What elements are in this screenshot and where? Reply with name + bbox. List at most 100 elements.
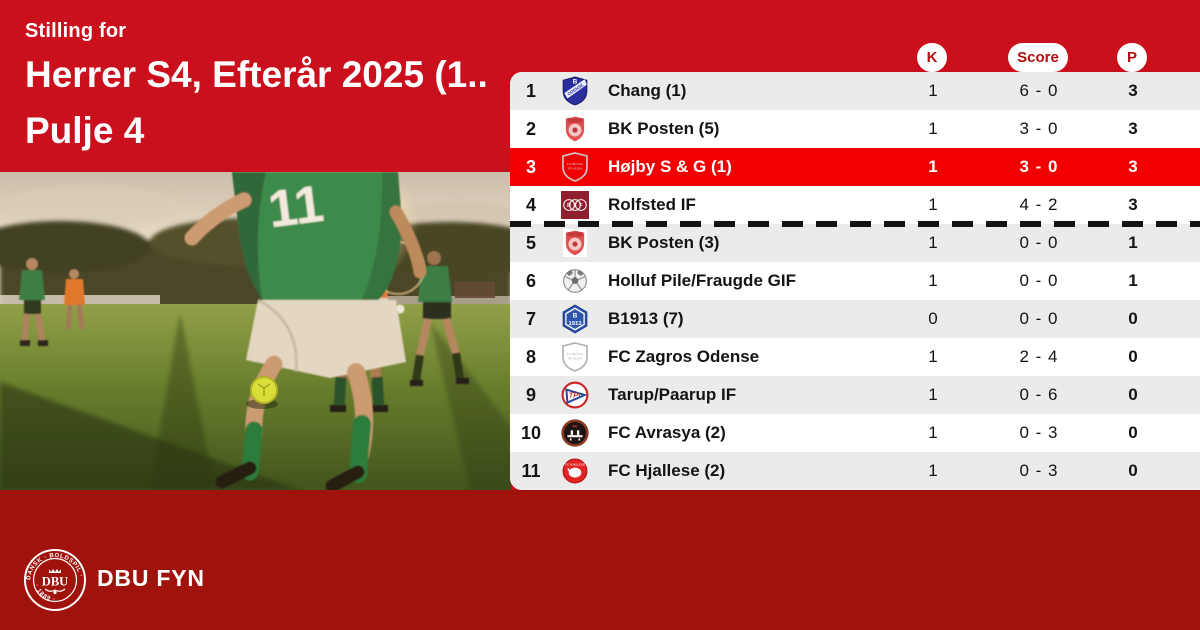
promotion-divider-dashed-line [510, 221, 1200, 227]
table-row: 8 KLUBLOGO PÅ VEJEN FC Zagros Odense 1 2 … [510, 338, 1200, 376]
team-name: BK Posten (5) [608, 119, 720, 138]
table-row: 10 FC FC Avrasya (2) 1 0 - 3 0 [510, 414, 1200, 452]
matches-played: 1 [928, 385, 938, 404]
svg-text:FC HJALLESE: FC HJALLESE [565, 463, 585, 467]
svg-text:F: F [579, 203, 583, 209]
position: 8 [525, 346, 536, 367]
points: 0 [1128, 309, 1138, 328]
footer-band [0, 490, 1200, 630]
matches-played: 0 [928, 309, 938, 328]
svg-text:TPI: TPI [569, 391, 582, 400]
score: 0 - 0 [1019, 309, 1059, 328]
position: 2 [525, 118, 536, 139]
jersey-number: 11 [265, 175, 327, 239]
table-row: 5 BK Posten (3) 1 0 - 0 1 [510, 224, 1200, 262]
score: 3 - 0 [1019, 119, 1059, 138]
team-logo-bk-posten [552, 224, 598, 262]
column-header-score: Score [1008, 43, 1068, 72]
score: 3 - 0 [1019, 157, 1059, 176]
score: 6 - 0 [1019, 81, 1059, 100]
score: 4 - 2 [1019, 195, 1059, 214]
score: 0 - 0 [1019, 233, 1059, 252]
points: 1 [1128, 233, 1138, 252]
points: 1 [1128, 271, 1138, 290]
svg-text:FC: FC [573, 425, 578, 429]
score: 0 - 3 [1019, 423, 1059, 442]
matches-played: 1 [928, 423, 938, 442]
team-logo-fc-avrasya: FC [552, 414, 598, 452]
position: 10 [520, 422, 542, 443]
svg-text:KLUBLOGO: KLUBLOGO [567, 352, 584, 356]
svg-text:PÅ VEJEN: PÅ VEJEN [568, 356, 583, 361]
table-row: 7 B 1913 B1913 (7) 0 0 - 0 0 [510, 300, 1200, 338]
team-logo-bk-posten [552, 110, 598, 148]
standings-table: 1 ODENSE B Chang (1) 1 6 - 0 3 2 BK Poste… [510, 72, 1200, 490]
column-header-p: P [1117, 43, 1147, 72]
team-logo-placeholder-hojby: KLUBLOGO PÅ VEJEN [552, 148, 598, 186]
table-row: 6 Holluf Pile/Fraugde GIF 1 0 - 0 1 [510, 262, 1200, 300]
header: Stilling for Herrer S4, Efterår 2025 (1.… [25, 20, 495, 155]
column-header-k: K [917, 43, 947, 72]
table-row: 2 BK Posten (5) 1 3 - 0 3 [510, 110, 1200, 148]
page-title-line2: Pulje 4 [25, 110, 145, 151]
team-name: Højby S & G (1) [608, 157, 732, 176]
table-row: 11 FC HJALLESE FC Hjallese (2) 1 0 - 3 0 [510, 452, 1200, 490]
eyebrow-label: Stilling for [25, 20, 127, 42]
points: 3 [1128, 157, 1138, 176]
team-name: B1913 (7) [608, 309, 684, 328]
svg-text:B: B [573, 79, 578, 86]
score: 2 - 4 [1019, 347, 1059, 366]
matches-played: 1 [928, 81, 938, 100]
matches-played: 1 [928, 119, 938, 138]
table-row: 1 ODENSE B Chang (1) 1 6 - 0 3 [510, 72, 1200, 110]
team-logo-tarup-paarup: TPI [552, 376, 598, 414]
svg-text:PÅ VEJEN: PÅ VEJEN [568, 166, 583, 171]
match-photo-illustration: 11 [0, 172, 511, 490]
team-name: FC Avrasya (2) [608, 423, 726, 442]
table-row: 9 TPI Tarup/Paarup IF 1 0 - 6 0 [510, 376, 1200, 414]
svg-text:KLUBLOGO: KLUBLOGO [567, 162, 584, 166]
dbu-seal-logo: DANSK · BOLDSPIL · UNION · 1889 · DBU [20, 544, 87, 617]
svg-text:R: R [567, 203, 571, 209]
score: 0 - 6 [1019, 385, 1059, 404]
team-logo-holluf-pile-fraugde [552, 262, 598, 300]
points: 3 [1128, 195, 1138, 214]
score: 0 - 0 [1019, 271, 1059, 290]
position: 4 [525, 194, 536, 215]
matches-played: 1 [928, 195, 938, 214]
points: 0 [1128, 461, 1138, 480]
table-row-highlighted: 3 KLUBLOGO PÅ VEJEN Højby S & G (1) 1 3 -… [510, 148, 1200, 186]
position: 1 [525, 80, 536, 101]
page-title-line1: Herrer S4, Efterår 2025 (1.. [25, 54, 488, 95]
brand-wordmark: DBU FYN [97, 565, 205, 591]
team-logo-chang: ODENSE B [552, 72, 598, 110]
points: 3 [1128, 119, 1138, 138]
team-name: BK Posten (3) [608, 233, 720, 252]
matches-played: 1 [928, 271, 938, 290]
team-name: FC Zagros Odense [608, 347, 760, 366]
matches-played: 1 [928, 461, 938, 480]
team-logo-placeholder-zagros: KLUBLOGO PÅ VEJEN [552, 338, 598, 376]
team-logo-b1913: B 1913 [552, 300, 598, 338]
svg-text:B: B [573, 312, 578, 319]
points: 3 [1128, 81, 1138, 100]
seal-center-text: DBU [42, 575, 68, 589]
score: 0 - 3 [1019, 461, 1059, 480]
position: 3 [525, 156, 536, 177]
team-name: Rolfsted IF [608, 195, 696, 214]
position: 11 [521, 460, 541, 481]
team-logo-fc-hjallese: FC HJALLESE [552, 452, 598, 490]
points: 0 [1128, 385, 1138, 404]
svg-text:1913: 1913 [568, 321, 582, 327]
team-name: Chang (1) [608, 81, 687, 100]
match-photo: 11 [0, 172, 511, 490]
matches-played: 1 [928, 157, 938, 176]
team-name: Tarup/Paarup IF [608, 385, 737, 404]
svg-text:I: I [574, 203, 576, 209]
position: 9 [525, 384, 536, 405]
matches-played: 1 [928, 233, 938, 252]
team-name: FC Hjallese (2) [608, 461, 726, 480]
